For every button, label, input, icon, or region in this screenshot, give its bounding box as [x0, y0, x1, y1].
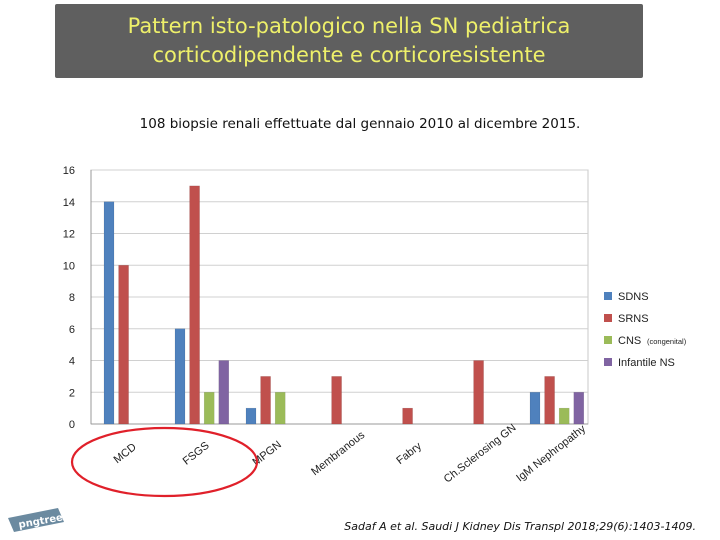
y-tick-label: 2 [69, 387, 75, 399]
chart-area: 0 2 4 6 8 10 12 14 16 MCD FSGS MPGN Membranous Fabry C… [48, 158, 716, 513]
bar-sdns [103, 201, 115, 425]
highlight-ellipse [70, 426, 259, 498]
bar-cns [274, 392, 286, 425]
legend-label: CNS [618, 335, 641, 347]
y-tick-label: 8 [69, 292, 75, 304]
y-tick-label: 0 [69, 419, 75, 431]
y-tick-label: 6 [69, 324, 75, 336]
x-tick-label: Ch.Sclerosing GN [442, 422, 519, 486]
legend-swatch [604, 358, 612, 366]
legend-label: SRNS [618, 313, 649, 325]
logo: pngtree [8, 508, 64, 532]
x-tick-label: Membranous [309, 429, 367, 478]
x-tick-label: Fabry [394, 440, 424, 467]
y-tick-label: 14 [63, 197, 75, 209]
bar-sdns [529, 392, 541, 425]
bar-srns [331, 376, 342, 425]
bar-sdns [245, 407, 257, 425]
y-tick-label: 4 [69, 356, 75, 368]
legend-swatch [604, 336, 612, 344]
subtitle: 108 biopsie renali effettuate dal gennai… [139, 116, 581, 132]
title-banner: Pattern isto-patologico nella SN pediatr… [55, 4, 643, 78]
x-tick-label: MCD [112, 441, 139, 466]
bar-infantile-ns [573, 392, 585, 425]
x-tick-label: FSGS [181, 440, 212, 468]
y-tick-label: 12 [63, 229, 75, 241]
bar-srns [544, 376, 555, 425]
bar-srns [473, 360, 484, 425]
citation: Sadaf A et al. Saudi J Kidney Dis Transp… [344, 520, 696, 533]
legend-label: Infantile NS [618, 357, 675, 369]
bar-srns [402, 407, 413, 425]
title-line-1: Pattern isto-patologico nella SN pediatr… [127, 14, 571, 38]
bar-sdns [174, 328, 186, 425]
legend-label: SDNS [618, 291, 649, 303]
bar-srns [118, 265, 129, 425]
bar-cns [558, 407, 570, 425]
x-tick-label: IgM Nephropathy [514, 423, 588, 485]
legend-swatch [604, 292, 612, 300]
bar-cns [203, 392, 215, 425]
y-tick-label: 10 [63, 260, 75, 272]
bar-srns [189, 185, 200, 425]
legend-swatch [604, 314, 612, 322]
legend-note: (congenital) [647, 337, 687, 346]
bar-infantile-ns [218, 360, 230, 425]
title-line-2: corticodipendente e corticoresistente [152, 43, 546, 67]
bar-srns [260, 376, 271, 425]
y-tick-label: 16 [63, 165, 75, 177]
